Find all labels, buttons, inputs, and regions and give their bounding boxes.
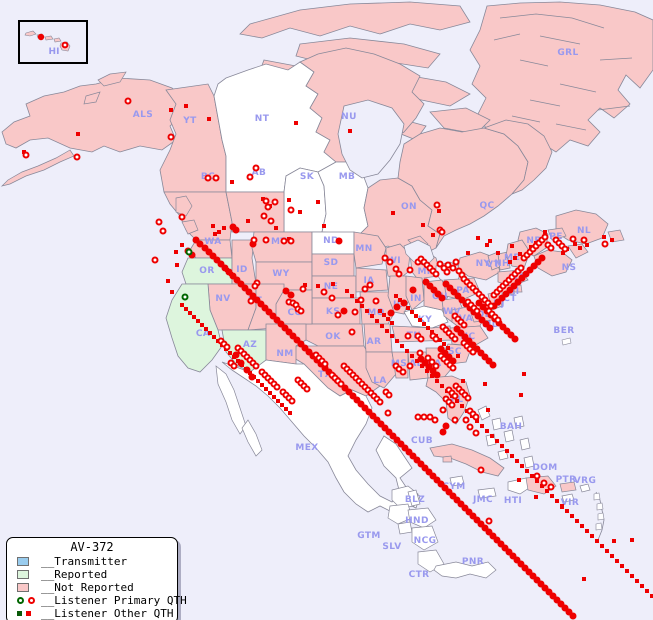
region-shape-QC (397, 127, 529, 249)
region-shape-IA (355, 267, 389, 293)
region-shape-HTI (507, 477, 533, 495)
region-shape-GRL (469, 1, 653, 153)
region-shape-PNR (433, 561, 497, 579)
region-shape-NL (482, 119, 553, 195)
legend-label-primary-qth: __Listener Primary QTH (41, 594, 187, 607)
region-shape-MN (353, 231, 387, 269)
legend-row-not-reported: __Not Reported (11, 581, 173, 594)
hawaii-islands (24, 30, 71, 52)
region-shape-OK (303, 323, 365, 347)
transmitter-swatch (17, 557, 29, 566)
primary-qth-symbols (11, 597, 41, 604)
region-shape-NE (311, 275, 357, 299)
other-qth-green-icon (17, 611, 22, 616)
region-shape-VIR (561, 493, 575, 503)
region-shape-BLZ (407, 489, 421, 507)
hawaii-inset[interactable]: HI (18, 20, 88, 64)
region-shape-MD (469, 307, 493, 323)
legend-row-transmitter: __Transmitter (11, 555, 173, 568)
region-shape-WA (189, 239, 233, 259)
legend-row-reported: __Reported (11, 568, 173, 581)
region-shape-CYM (449, 475, 465, 487)
region-shape-SLV (397, 521, 413, 535)
region-shape-CT (501, 284, 515, 295)
region-shape-GTM (387, 503, 413, 525)
reported-swatch-wrap (11, 570, 41, 579)
region-shape-VRG (579, 483, 591, 493)
region-shape-PTR (559, 481, 577, 493)
legend-label-transmitter: __Transmitter (41, 555, 128, 568)
not-reported-swatch (17, 583, 29, 592)
region-shape-NU-islands (239, 1, 471, 39)
region-shape-AL (407, 351, 429, 381)
legend-title: AV-372 (70, 540, 114, 554)
region-shape-BAH (477, 405, 535, 469)
other-qth-symbols (11, 611, 41, 616)
region-shape-ND (311, 231, 355, 255)
other-qth-red-icon (26, 611, 31, 616)
reported-swatch (17, 570, 29, 579)
region-shape-CO (275, 289, 313, 325)
not-reported-swatch-wrap (11, 583, 41, 592)
map-legend[interactable]: AV-372 __Transmitter __Reported __Not Re… (6, 537, 187, 620)
primary-qth-red-icon (28, 597, 35, 604)
region-shape-AB (225, 191, 285, 233)
legend-row-other-qth: __Listener Other QTH (11, 607, 173, 620)
region-shape-TN (391, 325, 453, 343)
region-shape-AR (363, 323, 393, 353)
region-shape-SD (311, 253, 355, 277)
hawaii-label: HI (48, 47, 60, 57)
region-shape-SK (283, 167, 327, 233)
region-shape-KS (311, 297, 361, 325)
region-shape-RI (513, 284, 523, 293)
region-shape-MO (359, 291, 397, 325)
region-shape-MT (251, 231, 313, 263)
region-shape-OR (181, 257, 233, 285)
region-shape-HND (407, 507, 437, 529)
legend-label-reported: __Reported (41, 568, 108, 581)
legend-label-other-qth: __Listener Other QTH (41, 607, 174, 620)
legend-row-primary-qth: __Listener Primary QTH (11, 594, 187, 607)
transmitter-swatch-wrap (11, 557, 41, 566)
primary-qth-green-icon (17, 597, 24, 604)
region-shape-JMC (477, 487, 497, 499)
region-shape-NCG (411, 525, 439, 551)
legend-label-not-reported: __Not Reported (41, 581, 134, 594)
region-shape-BER (561, 337, 572, 346)
